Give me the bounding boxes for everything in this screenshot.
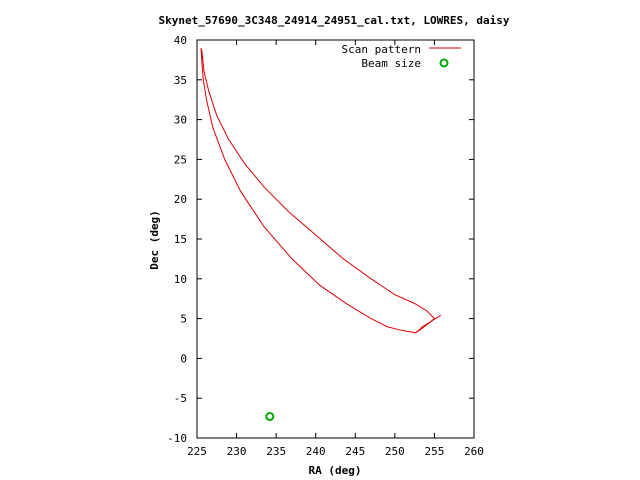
y-tick-label: 30 bbox=[174, 114, 187, 127]
x-tick-label: 235 bbox=[266, 445, 286, 458]
legend-beam-marker bbox=[439, 58, 449, 68]
x-tick-label: 225 bbox=[187, 445, 207, 458]
y-tick-label: 25 bbox=[174, 153, 187, 166]
x-tick-label: 230 bbox=[227, 445, 247, 458]
x-axis-label: RA (deg) bbox=[309, 464, 362, 477]
x-tick-label: 255 bbox=[424, 445, 444, 458]
y-axis: -10 -5 0 5 10 15 20 25 30 35 40 bbox=[167, 34, 474, 445]
y-tick-label: 10 bbox=[174, 273, 187, 286]
plot-frame bbox=[196, 39, 475, 439]
x-tick-label: 260 bbox=[464, 445, 484, 458]
x-tick-label: 250 bbox=[385, 445, 405, 458]
chart-title: Skynet_57690_3C348_24914_24951_cal.txt, … bbox=[159, 14, 510, 27]
y-axis-label: Dec (deg) bbox=[148, 210, 161, 270]
y-tick-label: 5 bbox=[180, 313, 187, 326]
y-tick-label: -10 bbox=[167, 432, 187, 445]
y-tick-label: 20 bbox=[174, 193, 187, 206]
y-tick-label: 40 bbox=[174, 34, 187, 47]
x-tick-label: 240 bbox=[306, 445, 326, 458]
legend-scan-label: Scan pattern bbox=[342, 43, 421, 56]
legend: Scan pattern Beam size bbox=[342, 43, 461, 70]
series-layer bbox=[200, 47, 442, 422]
x-axis: 225 230 235 240 245 250 255 260 bbox=[187, 40, 484, 458]
scan-pattern-line-1 bbox=[415, 314, 442, 334]
x-tick-label: 245 bbox=[345, 445, 365, 458]
scan-pattern-line-0 bbox=[200, 47, 436, 334]
legend-beam-label: Beam size bbox=[361, 57, 421, 70]
y-tick-label: 35 bbox=[174, 74, 187, 87]
y-tick-label: 0 bbox=[180, 352, 187, 365]
y-tick-label: -5 bbox=[174, 392, 187, 405]
y-tick-label: 15 bbox=[174, 233, 187, 246]
beam-size-point bbox=[265, 412, 275, 422]
